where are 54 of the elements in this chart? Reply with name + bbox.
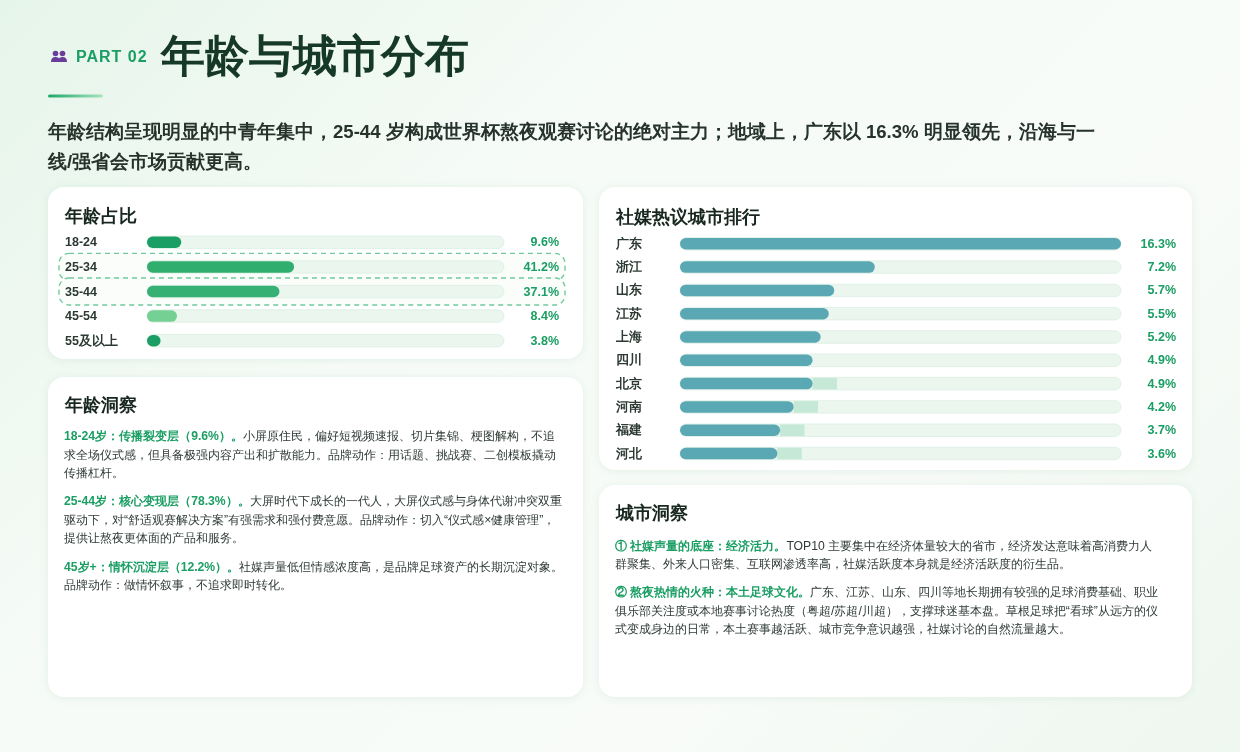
bar <box>680 354 813 367</box>
data-label: 5.5% <box>1147 306 1176 321</box>
bar <box>680 447 778 460</box>
y-tick-label: 北京 <box>615 375 642 391</box>
y-tick-label: 山东 <box>616 282 642 298</box>
text: 18-24岁：传播裂变层（9.6%）。小屏原住民，偏好短视频速报、切片集锦、梗图解构，不追求全场仪式感，但具备极强内容产出和扩散能力。品牌动作：用话题、挑战赛、二创模板撬动传播杠杆。 <box>64 428 557 483</box>
y-tick-label: 四川 <box>616 353 642 368</box>
text: 城市洞察 <box>616 502 688 525</box>
bar <box>680 331 821 343</box>
data-label: 5.7% <box>1147 283 1176 298</box>
bar <box>777 447 802 460</box>
bar <box>812 377 837 390</box>
y-tick-label: 上海 <box>615 330 642 344</box>
bar <box>780 424 805 436</box>
y-tick-label: 浙江 <box>615 260 642 275</box>
text: ① 社媒声量的底座：经济活力。TOP10 主要集中在经济体量较大的省市，经济发达意味着高消费力人群聚集、外来人口密集、互联网渗透率高，社媒活跃度本身就是经济活跃度的衍生品。 <box>615 537 1154 574</box>
text: PART 02 <box>76 47 148 67</box>
data-label: 3.6% <box>1147 446 1176 461</box>
data-label: 4.2% <box>1147 399 1176 414</box>
data-label: 7.2% <box>1147 260 1176 275</box>
chart-title: 年龄占比 <box>65 205 137 228</box>
text: 年龄与城市分布 <box>161 30 469 82</box>
y-tick-label: 55及以上 <box>65 333 118 348</box>
data-label: 9.6% <box>530 235 559 250</box>
y-tick-label: 江苏 <box>615 306 642 321</box>
y-tick-label: 福建 <box>615 422 642 438</box>
bar <box>680 401 794 413</box>
y-tick-label: 45-54 <box>65 309 98 324</box>
text: 年龄洞察 <box>65 394 137 417</box>
data-label: 8.4% <box>530 309 559 324</box>
y-tick-label: 河南 <box>615 399 642 414</box>
y-tick-label: 25-34 <box>65 259 98 274</box>
bar <box>147 236 182 249</box>
text: ② 熬夜热情的火种：本土足球文化。广东、江苏、山东、四川等地长期拥有较强的足球消费基础、职业俱乐部关注度或本地赛事讨论热度（粤超/苏超/川超），支撑球迷基本盘。草根足球把“看球”从远方的仪式变成身边的日常，本土赛事越活跃、城市竞争意识越强，社媒讨论的自然流量越大。 <box>615 584 1160 639</box>
text: 年龄结构呈现明显的中青年集中，25-44 岁构成世界杯熬夜观赛讨论的绝对主力；地域上，广东以 16.3% 明显领先，沿海与一线/强省会市场贡献更高。 <box>48 120 1096 174</box>
text: 25-44岁：核心变现层（78.3%）。大屏时代下成长的一代人，大屏仪式感与身体代谢冲突双重驱动下，对“舒适观赛解决方案”有强需求和强付费意愿。品牌动作：切入“仪式感×健康管理”，提供让熬夜更体面的产品和服务。 <box>64 493 563 548</box>
data-label: 16.3% <box>1140 236 1176 251</box>
data-label: 41.2% <box>523 259 559 274</box>
bar <box>680 377 813 390</box>
y-tick-label: 广东 <box>615 235 642 251</box>
y-tick-label: 35-44 <box>65 284 98 299</box>
data-label: 37.1% <box>523 284 559 299</box>
bar <box>680 424 781 436</box>
data-label: 4.9% <box>1147 353 1176 368</box>
y-tick-label: 18-24 <box>65 235 98 250</box>
data-label: 3.8% <box>530 333 559 348</box>
data-label: 3.7% <box>1147 423 1176 438</box>
y-tick-label: 河北 <box>615 446 643 461</box>
bar <box>793 401 818 413</box>
data-label: 4.9% <box>1147 376 1176 391</box>
chart-title: 社媒热议城市排行 <box>616 206 760 229</box>
data-label: 5.2% <box>1147 330 1176 344</box>
text: 45岁+：情怀沉淀层（12.2%）。社媒声量低但情感浓度高，是品牌足球资产的长期沉淀对象。品牌动作：做情怀叙事，不追求即时转化。 <box>64 558 564 595</box>
bar <box>147 310 177 322</box>
